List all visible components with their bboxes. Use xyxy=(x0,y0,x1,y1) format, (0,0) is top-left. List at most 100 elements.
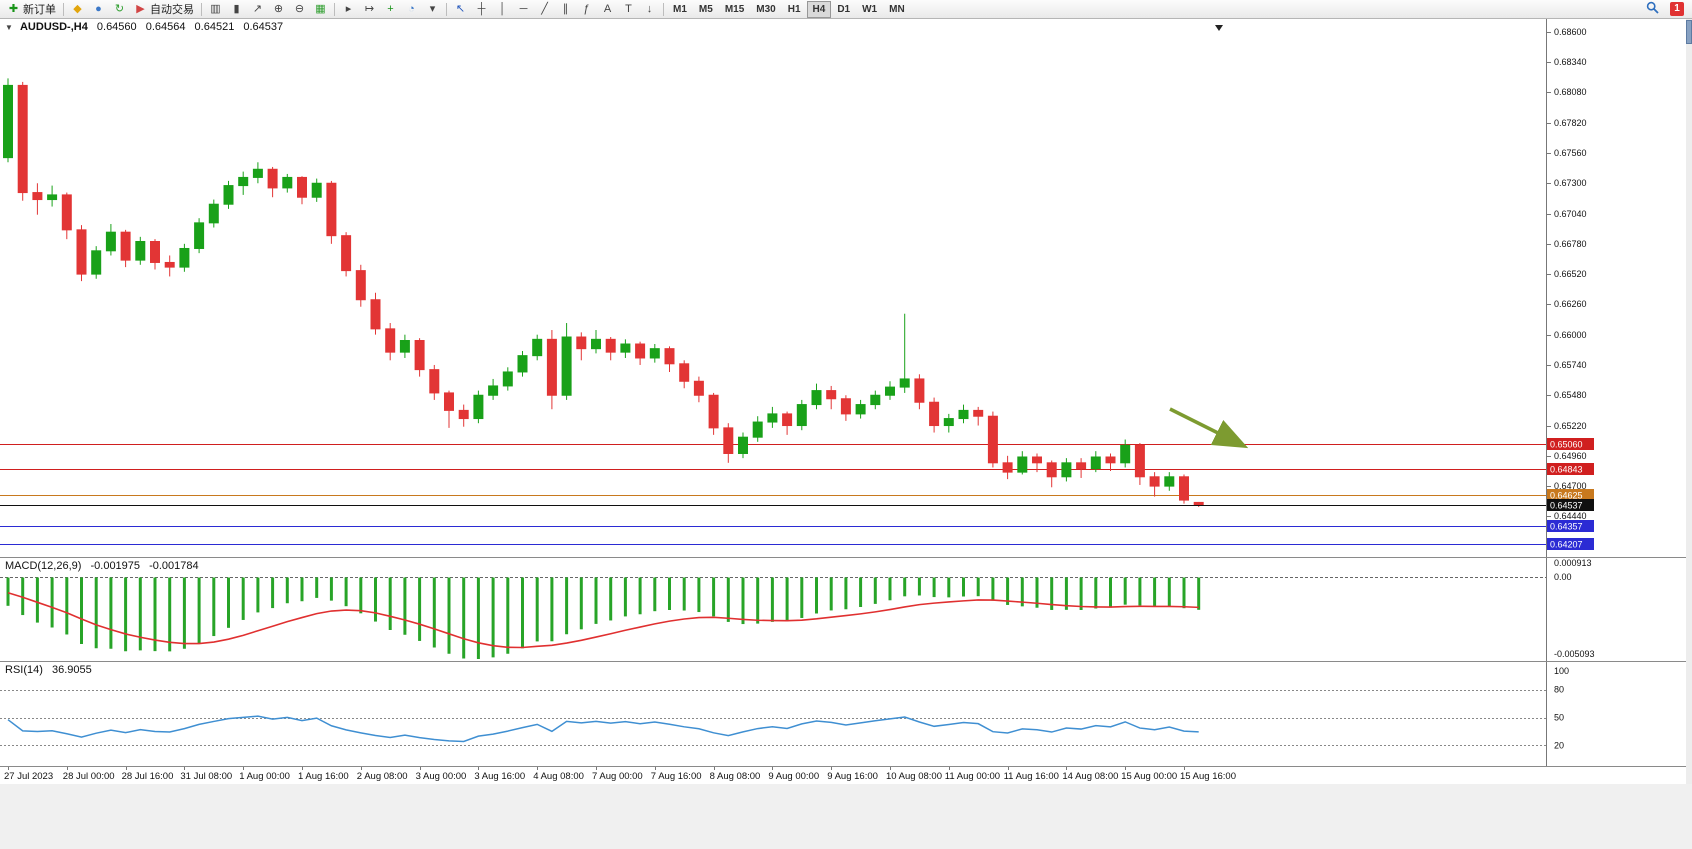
chart-dropdown-icon[interactable]: ▼ xyxy=(5,23,13,32)
svg-text:0.64700: 0.64700 xyxy=(1554,481,1587,491)
time-tick xyxy=(419,767,421,770)
text-button[interactable]: A xyxy=(597,1,618,18)
svg-text:0.64960: 0.64960 xyxy=(1554,451,1587,461)
svg-text:0.64537: 0.64537 xyxy=(1550,501,1583,511)
templates-button[interactable]: ▾ xyxy=(422,1,443,18)
refresh-button[interactable]: ↻ xyxy=(109,1,130,18)
svg-text:0.68080: 0.68080 xyxy=(1554,87,1587,97)
time-tick xyxy=(184,767,186,770)
chart-title: ▼ AUDUSD-,H4 0.64560 0.64564 0.64521 0.6… xyxy=(5,21,283,33)
cursor-icon: ↖ xyxy=(455,2,466,15)
cursor-button[interactable]: ↖ xyxy=(450,1,471,18)
time-label: 7 Aug 00:00 xyxy=(592,771,643,782)
line-chart-button[interactable]: ↗ xyxy=(247,1,268,18)
fibonacci-button[interactable]: ƒ xyxy=(576,1,597,18)
timeframe-d1[interactable]: D1 xyxy=(831,1,856,18)
auto-trading-button[interactable]: ▶ 自动交易 xyxy=(130,1,198,18)
metaeditor-icon: ◆ xyxy=(73,2,82,15)
svg-text:0.00: 0.00 xyxy=(1554,572,1572,582)
time-tick xyxy=(478,767,480,770)
svg-text:0.66520: 0.66520 xyxy=(1554,269,1587,279)
search-icon xyxy=(1646,1,1659,17)
timeframe-h4[interactable]: H4 xyxy=(806,0,832,18)
chart-shift-button[interactable]: ↦ xyxy=(359,1,380,18)
macd-main-value: -0.001975 xyxy=(90,560,141,572)
macd-chart-canvas[interactable]: 0.000913 0.00 -0.005093 xyxy=(0,558,1692,661)
channel-button[interactable]: ∥ xyxy=(555,1,576,18)
rsi-value: 36.9055 xyxy=(51,664,92,676)
svg-text:0.64843: 0.64843 xyxy=(1550,465,1583,475)
bar-chart-button[interactable]: ▥ xyxy=(205,1,226,18)
svg-text:-0.005093: -0.005093 xyxy=(1554,649,1595,659)
tile-windows-button[interactable]: ▦ xyxy=(310,1,331,18)
price-chart-canvas[interactable]: 0.68600 0.68340 0.68080 0.67820 0.67560 0.673… xyxy=(0,19,1692,557)
time-tick xyxy=(8,767,9,770)
auto-scroll-button[interactable]: ▸ xyxy=(338,1,359,18)
time-label: 11 Aug 00:00 xyxy=(944,771,1001,782)
timeframe-mn[interactable]: MN xyxy=(883,1,911,18)
svg-text:0.68340: 0.68340 xyxy=(1554,57,1587,67)
toolbar-right: 1 xyxy=(1642,1,1689,18)
price-tag: 0.64625 xyxy=(1547,489,1594,501)
metaeditor-button[interactable]: ◆ xyxy=(67,1,88,18)
community-button[interactable]: ● xyxy=(88,1,109,18)
toolbar-separator xyxy=(446,2,447,16)
auto-trading-icon: ▶ xyxy=(136,2,145,15)
timeframe-m30[interactable]: M30 xyxy=(750,1,781,18)
arrows-tool-button[interactable]: ↓ xyxy=(639,1,660,18)
svg-text:80: 80 xyxy=(1554,685,1564,695)
crosshair-button[interactable]: ┼ xyxy=(471,1,492,18)
arrow-annotation[interactable] xyxy=(1169,407,1249,449)
zoom-in-button[interactable]: ⊕ xyxy=(268,1,289,18)
timeframe-m1[interactable]: M1 xyxy=(667,1,693,18)
macd-signal-value: -0.001784 xyxy=(149,560,199,572)
vertical-scrollbar[interactable] xyxy=(1686,19,1692,784)
toolbar-buttons: ✚ 新订单 ◆ ● ↻ ▶ 自动交易 ▥ ▮ ↗ ⊕ ⊖ ▦ ▸ ↦ + ◔ ▾ ↖ ┼ │ ─ ╱ ∥ ƒ A T ↓ xyxy=(3,1,667,18)
svg-text:0.66260: 0.66260 xyxy=(1554,299,1587,309)
time-label: 8 Aug 08:00 xyxy=(709,771,761,782)
text-label-button[interactable]: T xyxy=(618,1,639,18)
svg-text:0.000913: 0.000913 xyxy=(1554,558,1592,568)
svg-text:0.67560: 0.67560 xyxy=(1554,148,1587,158)
svg-text:0.66000: 0.66000 xyxy=(1554,330,1587,340)
scrollbar-thumb[interactable] xyxy=(1686,20,1692,44)
trendline-button[interactable]: ╱ xyxy=(534,1,555,18)
zoom-out-button[interactable]: ⊖ xyxy=(289,1,310,18)
rsi-chart-canvas[interactable]: 100 80 50 20 xyxy=(0,662,1692,766)
time-label: 1 Aug 16:00 xyxy=(298,771,349,782)
timeframe-group: M1 M5 M15 M30 H1 H4 D1 W1 MN xyxy=(667,0,911,18)
time-label: 15 Aug 16:00 xyxy=(1180,771,1236,782)
low-value: 0.64521 xyxy=(194,21,235,33)
svg-text:0.65060: 0.65060 xyxy=(1550,440,1583,450)
timeframe-w1[interactable]: W1 xyxy=(856,1,883,18)
search-button[interactable] xyxy=(1642,1,1663,18)
indicators-button[interactable]: + xyxy=(380,1,401,18)
bar-chart-icon: ▥ xyxy=(210,2,221,15)
high-value: 0.64564 xyxy=(145,21,186,33)
notification-badge[interactable]: 1 xyxy=(1670,2,1684,16)
time-axis[interactable]: 27 Jul 2023 28 Jul 00:00 28 Jul 16:00 31 Ju… xyxy=(0,766,1692,784)
time-label: 1 Aug 00:00 xyxy=(239,771,290,782)
timeframe-m5[interactable]: M5 xyxy=(693,1,719,18)
vertical-line-button[interactable]: │ xyxy=(492,1,513,18)
time-label: 27 Jul 2023 xyxy=(4,771,54,782)
periods-button[interactable]: ◔ xyxy=(401,1,422,18)
timeframe-m15[interactable]: M15 xyxy=(719,1,750,18)
price-tag: 0.64207 xyxy=(1547,538,1594,550)
open-value: 0.64560 xyxy=(96,21,137,33)
new-order-label: 新订单 xyxy=(23,4,56,16)
timeframe-h1[interactable]: H1 xyxy=(782,1,807,18)
candlestick-chart-button[interactable]: ▮ xyxy=(226,1,247,18)
toolbar-separator xyxy=(334,2,335,16)
time-tick xyxy=(1066,767,1068,770)
crosshair-icon: ┼ xyxy=(477,2,486,15)
templates-icon: ▾ xyxy=(429,2,436,15)
time-label: 3 Aug 00:00 xyxy=(415,771,467,782)
horizontal-line-button[interactable]: ─ xyxy=(513,1,534,18)
toolbar-separator xyxy=(63,2,64,16)
zoom-out-icon: ⊖ xyxy=(294,2,305,15)
time-tick xyxy=(66,767,68,770)
time-label: 9 Aug 00:00 xyxy=(768,771,820,782)
rsi-panel: RSI(14) 36.9055 100 80 50 20 xyxy=(0,661,1692,766)
new-order-button[interactable]: ✚ 新订单 xyxy=(3,1,60,18)
